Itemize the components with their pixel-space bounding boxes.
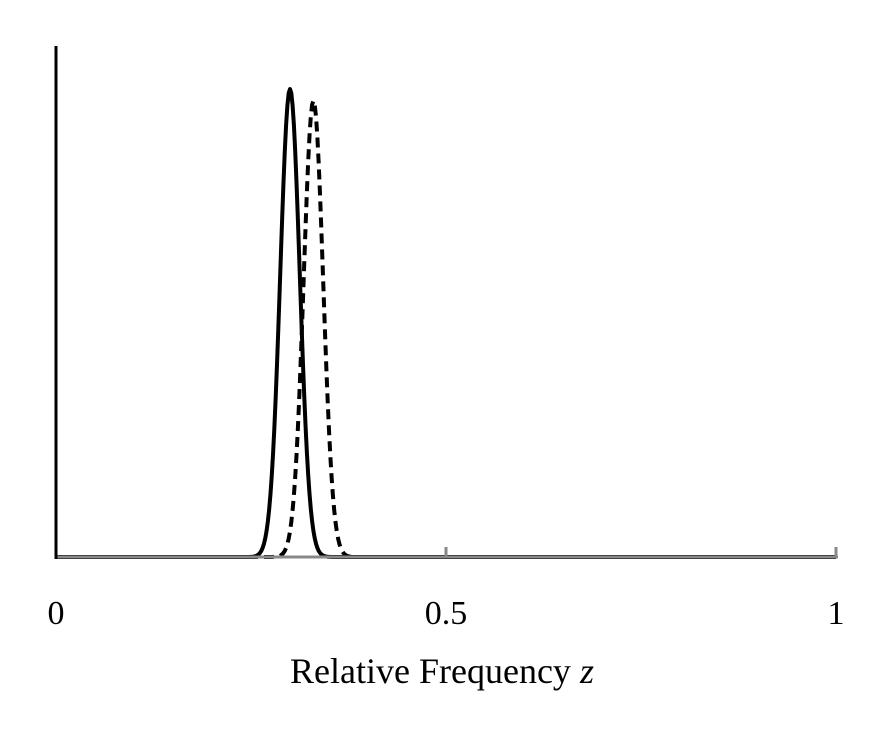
x-axis-label-text: Relative Frequency xyxy=(290,651,580,691)
x-axis-label-variable: z xyxy=(579,651,594,691)
x-tick-labels: 0 0.5 1 xyxy=(48,595,845,632)
x-tick-label: 1 xyxy=(828,595,845,632)
curves-layer xyxy=(55,87,837,559)
x-tick-label: 0.5 xyxy=(425,595,468,632)
solid-distribution-curve xyxy=(55,87,837,559)
x-axis-label: Relative Frequency z xyxy=(290,651,594,691)
x-tick-label: 0 xyxy=(48,595,65,632)
dashed-distribution-curve xyxy=(55,98,837,559)
